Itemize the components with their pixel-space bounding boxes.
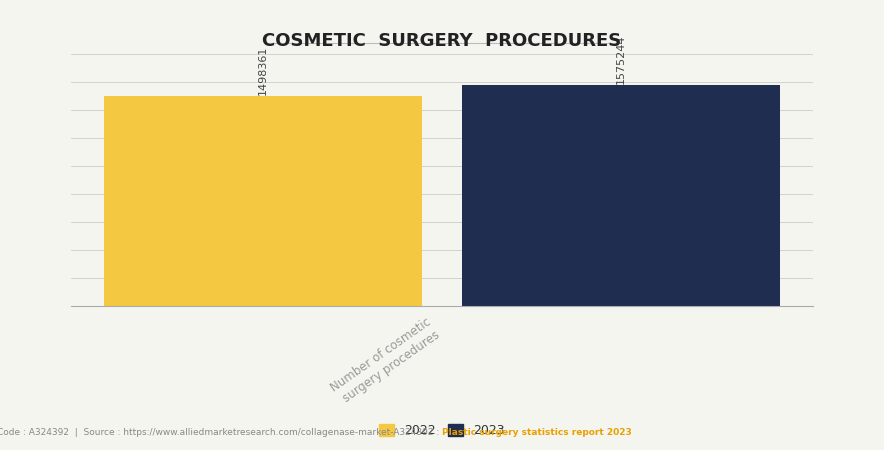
Bar: [461, 86, 780, 306]
Text: 1575244: 1575244: [615, 34, 626, 84]
Text: Plastic surgery statistics report 2023: Plastic surgery statistics report 2023: [442, 428, 632, 437]
Text: COSMETIC  SURGERY  PROCEDURES: COSMETIC SURGERY PROCEDURES: [263, 32, 621, 50]
Text: 1498361: 1498361: [258, 45, 269, 94]
Legend: 2022, 2023: 2022, 2023: [373, 418, 511, 444]
Bar: [104, 96, 423, 306]
Text: Report Code : A324392  |  Source : https://www.alliedmarketresearch.com/collagen: Report Code : A324392 | Source : https:/…: [0, 428, 442, 437]
